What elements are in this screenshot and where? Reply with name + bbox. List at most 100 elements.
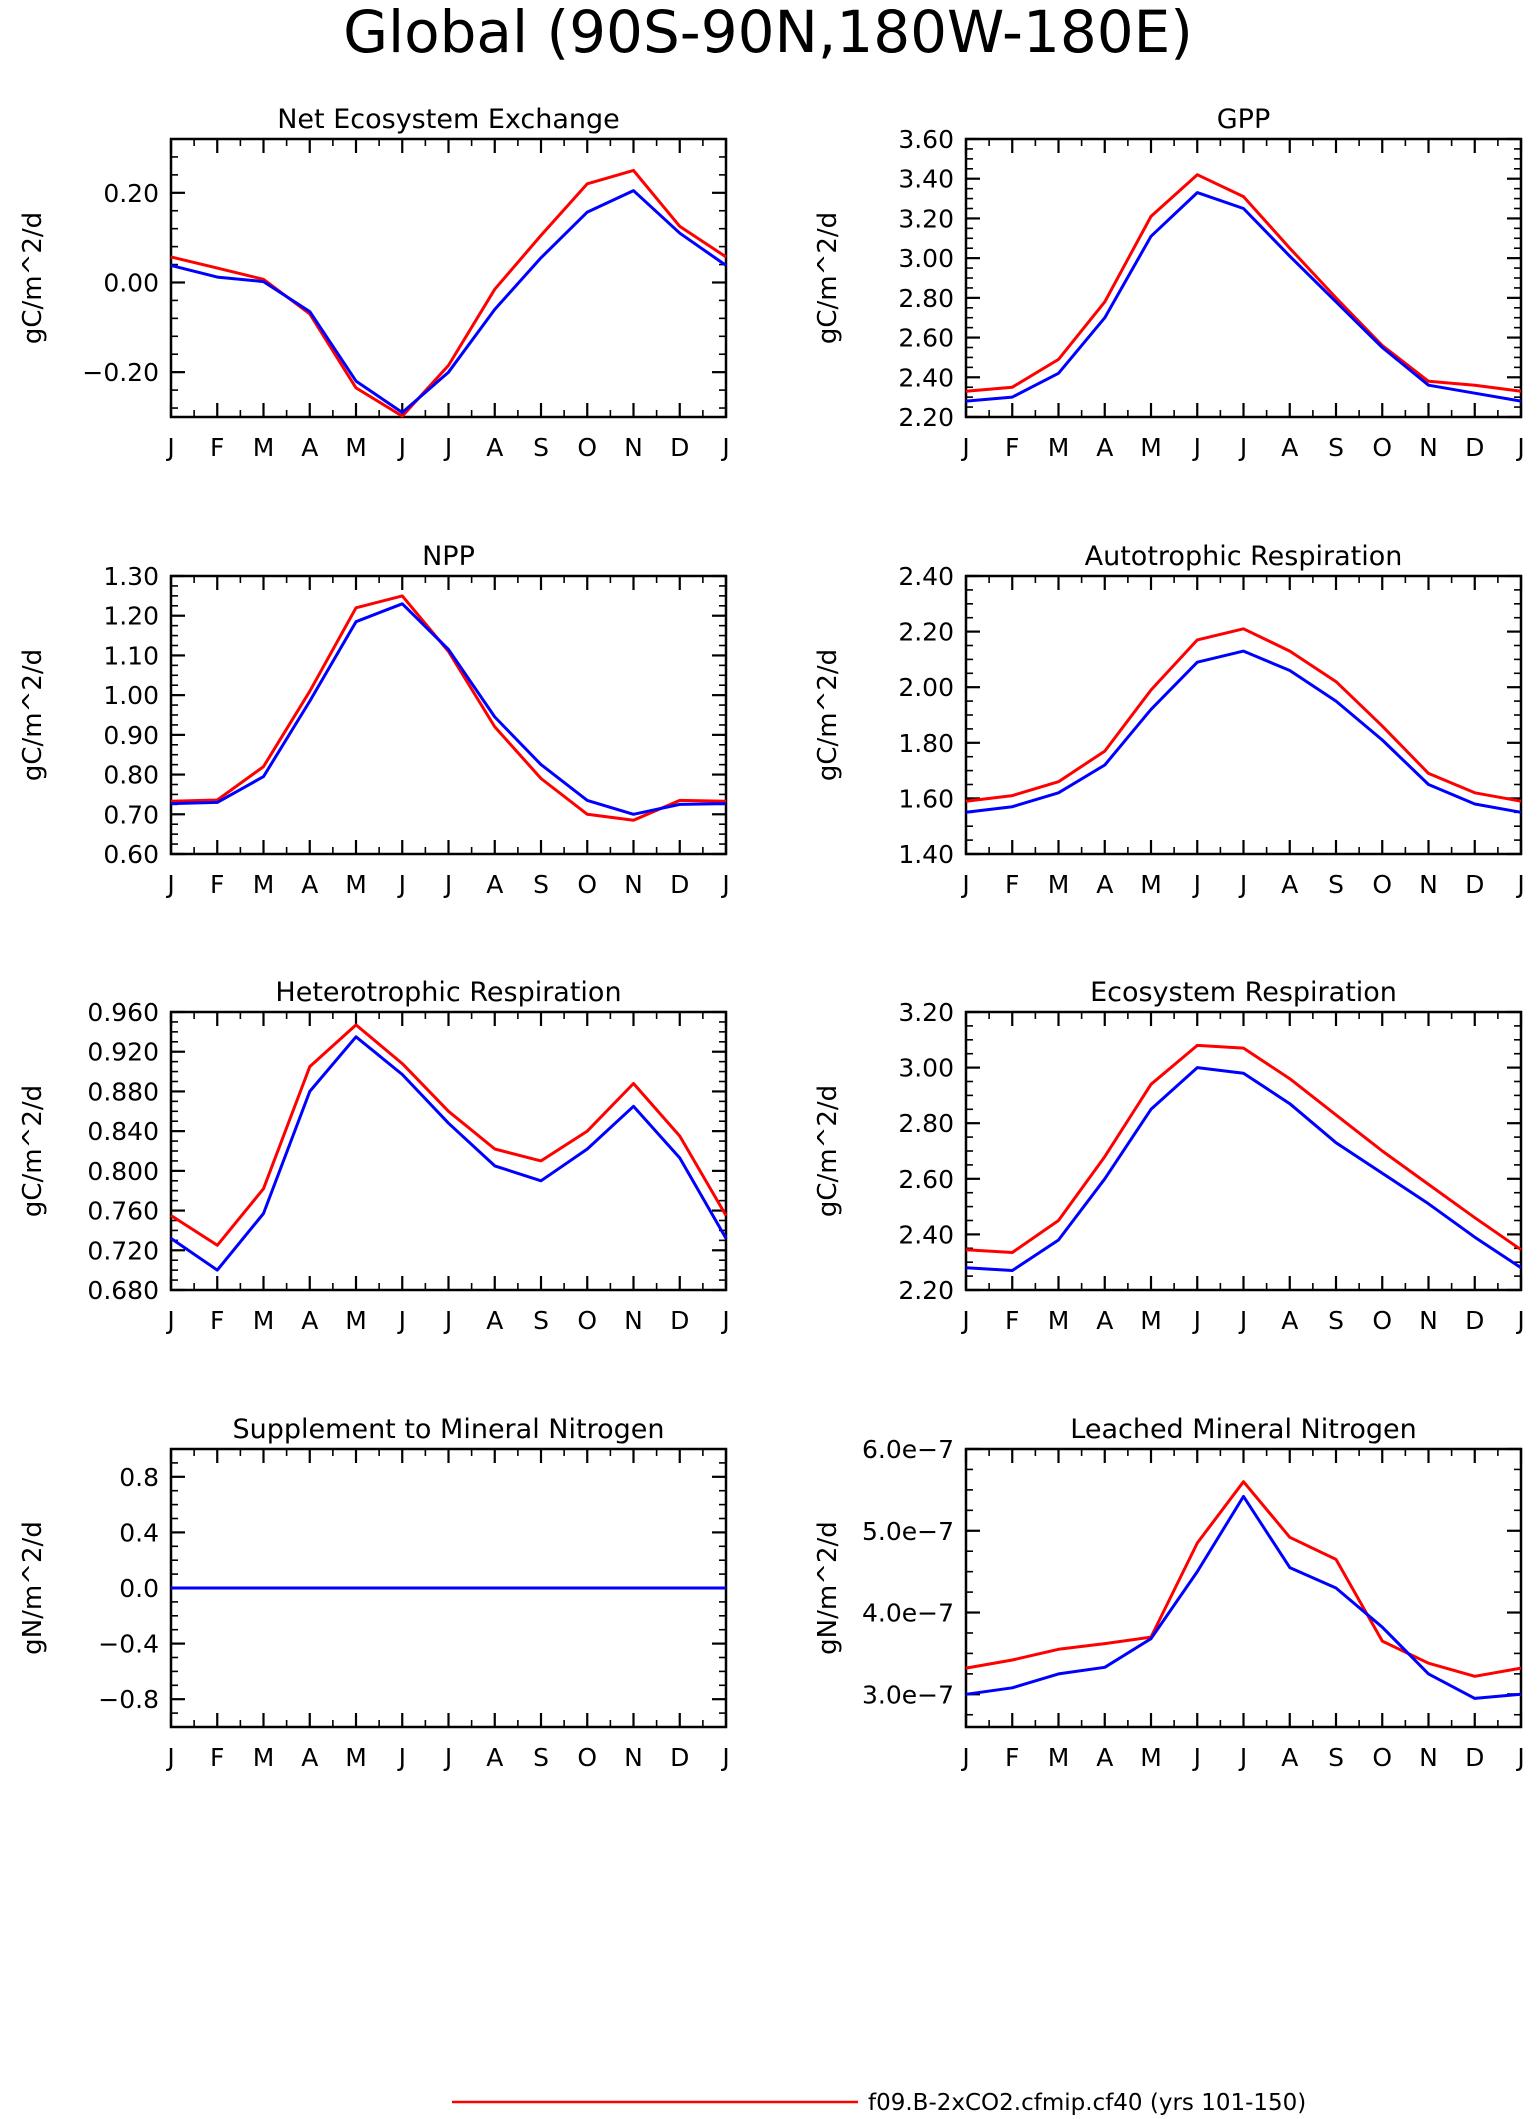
y-tick-label: 3.00	[898, 244, 954, 273]
x-tick-label: J	[1192, 433, 1201, 462]
x-tick-label: M	[1140, 433, 1162, 462]
x-tick-label: O	[577, 1306, 597, 1335]
chart-title: GPP	[1217, 104, 1271, 135]
y-tick-label: 0.90	[103, 721, 159, 750]
y-tick-label: 2.80	[898, 1109, 954, 1138]
x-tick-label: M	[253, 870, 275, 899]
x-tick-label: A	[1281, 1306, 1298, 1335]
y-tick-label: 0.20	[103, 179, 159, 208]
x-tick-label: J	[443, 433, 452, 462]
x-tick-label: J	[960, 433, 969, 462]
x-tick-label: D	[1465, 870, 1484, 899]
series-line	[965, 1066, 1522, 1272]
x-tick-label: S	[533, 433, 549, 462]
x-tick-label: F	[210, 1743, 224, 1772]
x-tick-label: J	[1192, 1743, 1201, 1772]
y-axis-label: gC/m^2/d	[813, 649, 843, 781]
x-tick-label: O	[577, 1743, 597, 1772]
x-tick-label: J	[720, 870, 729, 899]
chart-title: Heterotrophic Respiration	[275, 977, 621, 1008]
y-tick-label: 0.60	[103, 840, 159, 869]
y-axis-label: gC/m^2/d	[813, 1085, 843, 1217]
chart-title: Ecosystem Respiration	[1090, 977, 1397, 1008]
x-tick-label: J	[1192, 870, 1201, 899]
x-tick-label: A	[301, 1743, 318, 1772]
series-line	[965, 191, 1522, 403]
y-tick-label: 3.60	[898, 125, 954, 154]
x-tick-label: N	[624, 1743, 643, 1772]
y-tick-label: −0.20	[82, 358, 159, 387]
x-tick-label: S	[1328, 1743, 1344, 1772]
y-axis-label: gC/m^2/d	[813, 212, 843, 344]
plot-frame	[964, 1447, 1523, 1729]
x-tick-label: J	[443, 1743, 452, 1772]
x-tick-label: J	[1515, 433, 1524, 462]
x-tick-label: J	[720, 1306, 729, 1335]
x-tick-label: A	[1096, 1306, 1113, 1335]
x-tick-label: F	[1005, 1743, 1019, 1772]
y-tick-label: 1.20	[103, 602, 159, 631]
x-tick-label: D	[670, 433, 689, 462]
x-tick-label: J	[1238, 433, 1247, 462]
y-tick-label: 6.0e−7	[862, 1435, 954, 1464]
x-tick-label: S	[533, 1743, 549, 1772]
x-tick-label: D	[1465, 433, 1484, 462]
y-tick-label: 3.0e−7	[862, 1680, 954, 1709]
chart-title: NPP	[422, 541, 475, 572]
x-tick-label: F	[1005, 870, 1019, 899]
x-tick-label: A	[1096, 1743, 1113, 1772]
x-tick-label: N	[1419, 1306, 1438, 1335]
y-tick-label: 0.0	[119, 1574, 159, 1603]
x-tick-label: J	[960, 1743, 969, 1772]
x-tick-label: J	[720, 433, 729, 462]
x-tick-label: M	[1140, 870, 1162, 899]
y-tick-label: 5.0e−7	[862, 1517, 954, 1546]
y-tick-label: 1.00	[103, 681, 159, 710]
series-line	[965, 1043, 1522, 1254]
plot-frame	[964, 574, 1523, 856]
y-axis-label: gC/m^2/d	[18, 649, 48, 781]
chart-title: Supplement to Mineral Nitrogen	[233, 1414, 665, 1445]
x-tick-label: S	[533, 870, 549, 899]
series-line	[170, 594, 727, 822]
x-tick-label: M	[1048, 1743, 1070, 1772]
series-line	[170, 189, 727, 414]
y-tick-label: 2.40	[898, 1220, 954, 1249]
series-line	[965, 627, 1522, 803]
y-axis-label: gC/m^2/d	[18, 1085, 48, 1217]
x-tick-label: A	[1281, 1743, 1298, 1772]
x-tick-label: O	[1372, 1306, 1392, 1335]
y-tick-label: 2.60	[898, 1165, 954, 1194]
y-tick-label: −0.4	[98, 1630, 159, 1659]
series-line	[965, 173, 1522, 393]
y-tick-label: 2.80	[898, 284, 954, 313]
x-tick-label: O	[577, 433, 597, 462]
x-tick-label: J	[165, 433, 174, 462]
chart-title: Net Ecosystem Exchange	[277, 104, 620, 135]
y-axis-label: gC/m^2/d	[18, 212, 48, 344]
x-tick-label: A	[1281, 870, 1298, 899]
x-tick-label: J	[960, 870, 969, 899]
y-tick-label: 0.840	[87, 1117, 159, 1146]
x-tick-label: F	[1005, 1306, 1019, 1335]
x-tick-label: M	[345, 433, 367, 462]
x-tick-label: M	[1048, 433, 1070, 462]
x-tick-label: J	[443, 1306, 452, 1335]
x-tick-label: J	[165, 870, 174, 899]
y-axis-label: gN/m^2/d	[813, 1521, 843, 1655]
chart-title: Autotrophic Respiration	[1085, 541, 1403, 572]
x-tick-label: F	[1005, 433, 1019, 462]
y-tick-label: 0.880	[87, 1077, 159, 1106]
series-line	[965, 1494, 1522, 1700]
y-tick-label: 0.800	[87, 1157, 159, 1186]
y-axis-label: gN/m^2/d	[18, 1521, 48, 1655]
x-tick-label: M	[1140, 1743, 1162, 1772]
series-line	[170, 1035, 728, 1272]
x-tick-label: M	[345, 1743, 367, 1772]
x-tick-label: M	[1140, 1306, 1162, 1335]
plot-frame	[964, 137, 1523, 419]
y-tick-label: 1.40	[898, 840, 954, 869]
